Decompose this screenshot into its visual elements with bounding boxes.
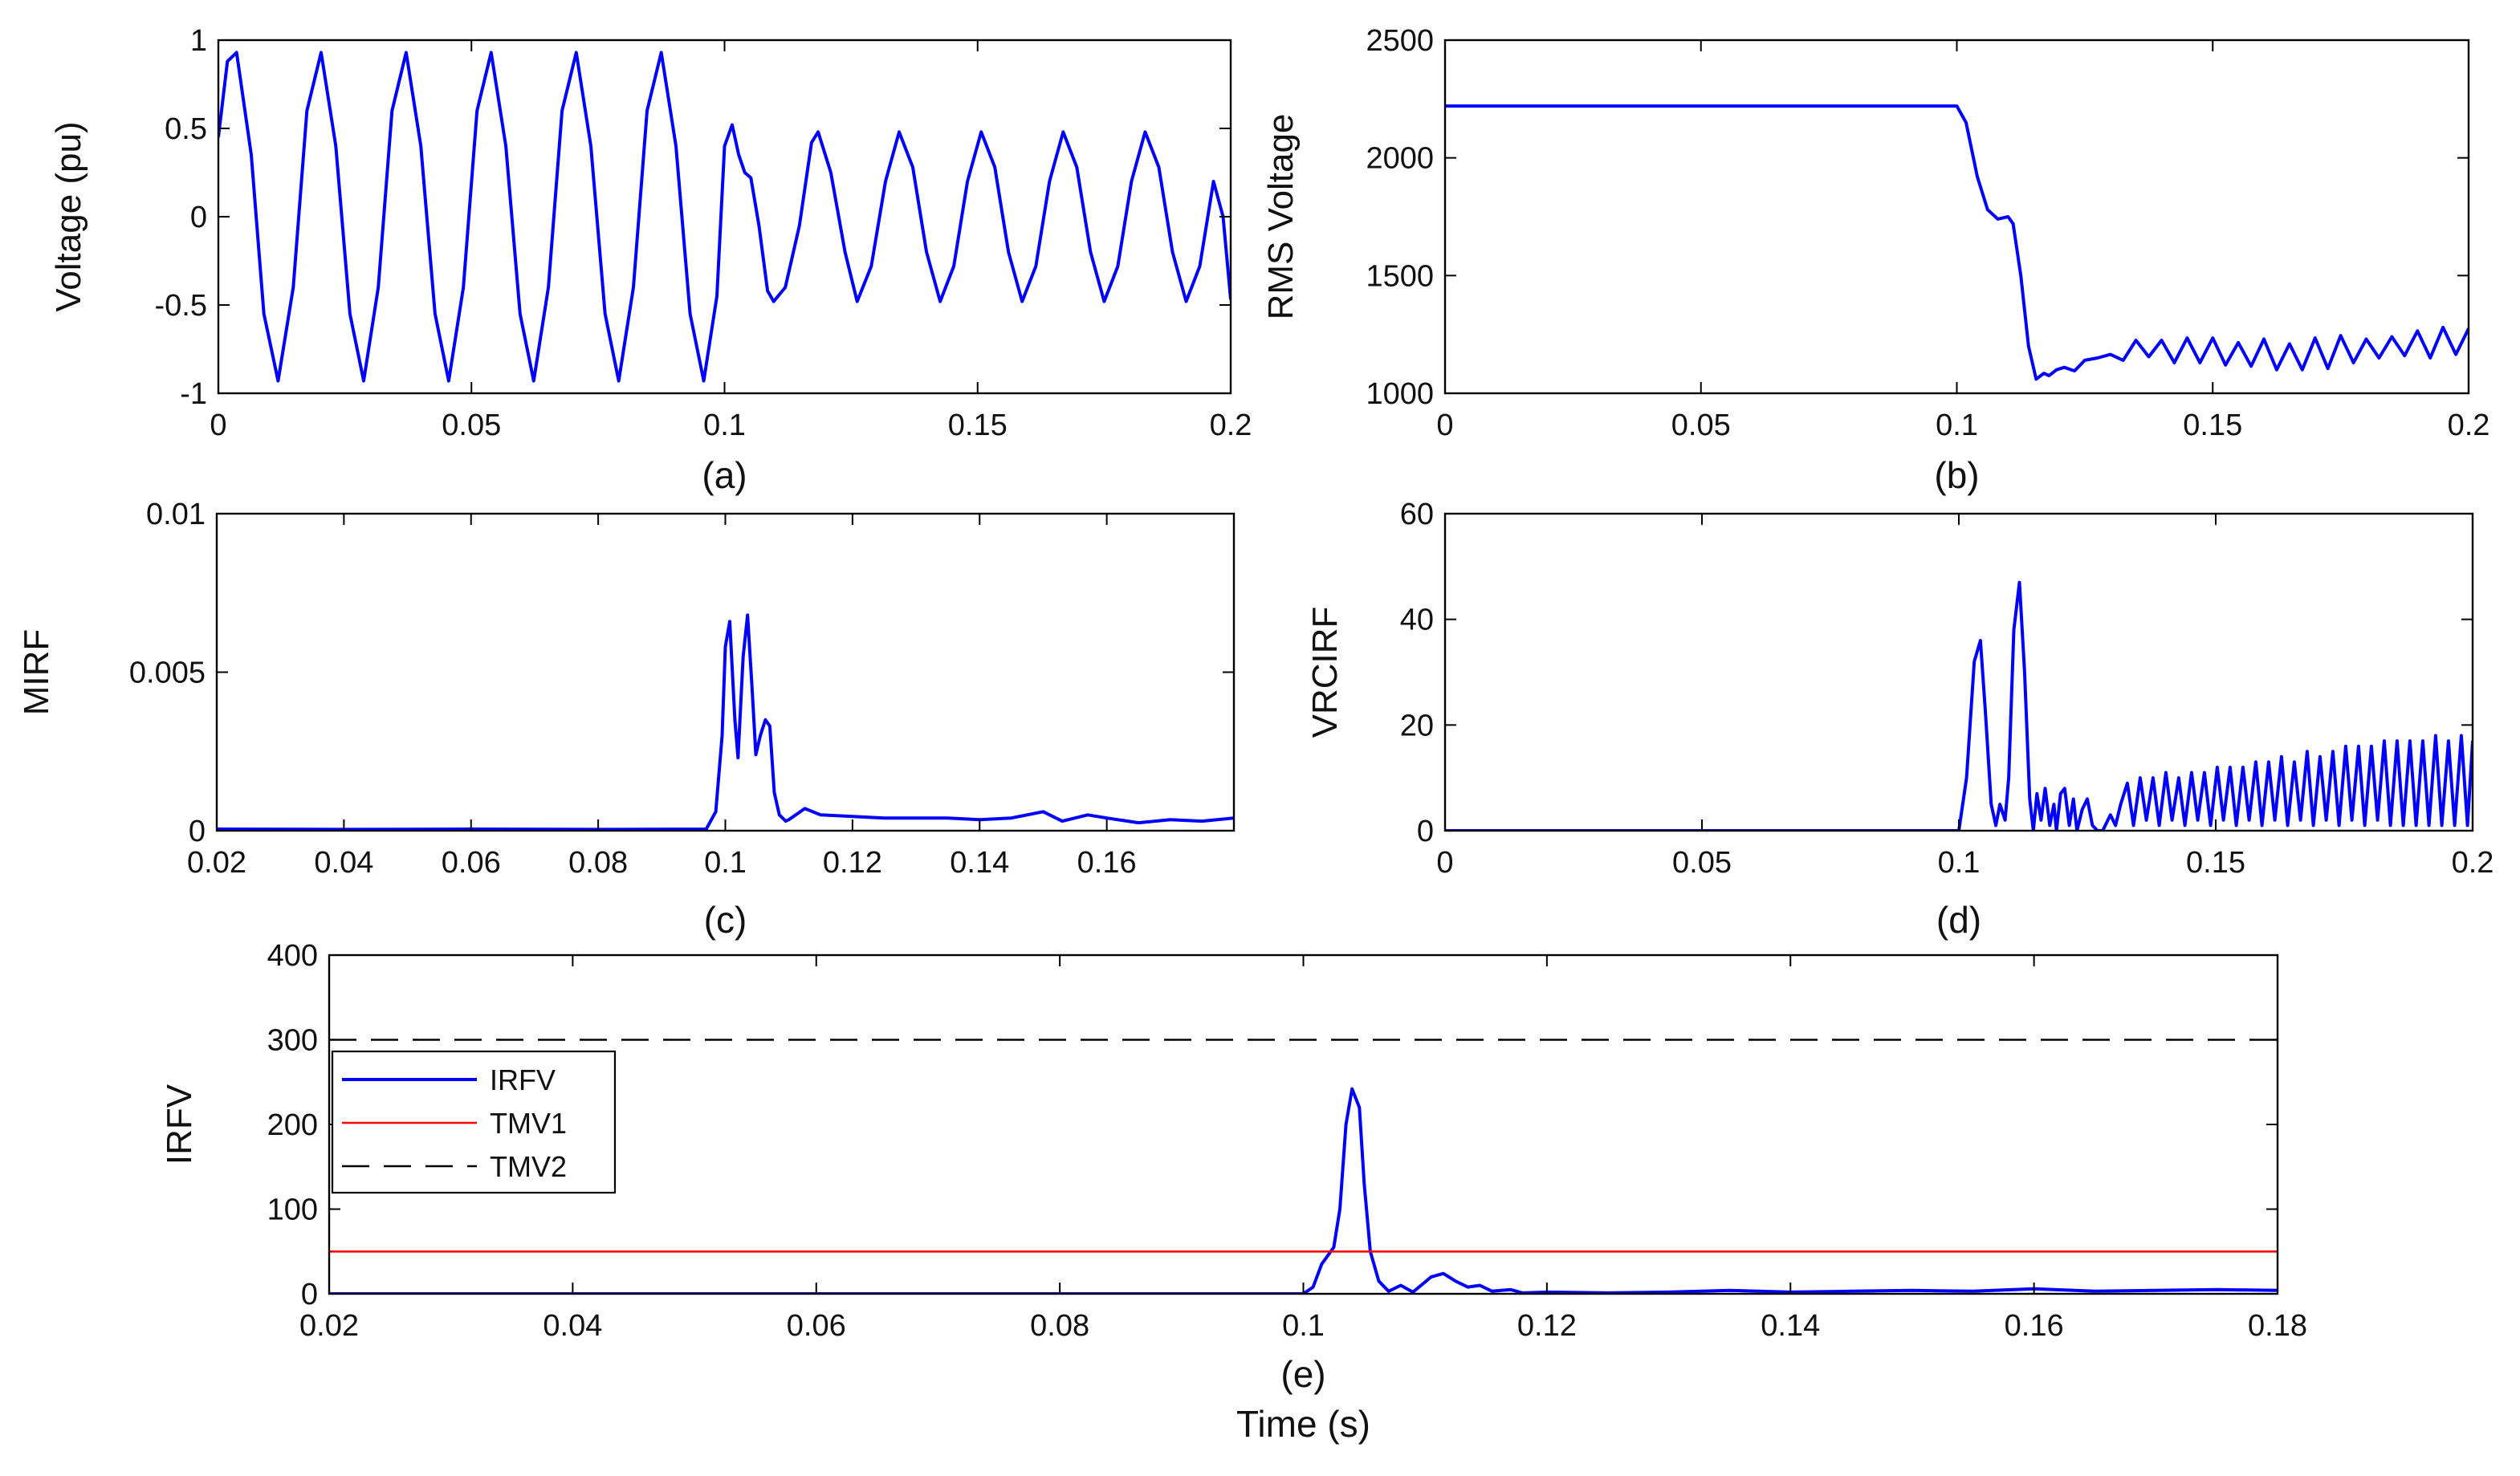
legend-label-irfv: IRFV [490,1063,556,1096]
y-axis-label: IRFV [160,1084,199,1165]
x-tick-label: 0.14 [1761,1309,1820,1343]
x-tick-label: 0.05 [442,409,501,442]
y-axis-label: RMS Voltage [1261,114,1301,320]
x-tick-label: 0.02 [187,846,246,880]
y-tick-label: 0 [190,201,207,234]
x-tick-label: 0.1 [1938,846,1981,880]
y-tick-label: 0 [301,1278,318,1311]
y-tick-label: 2000 [1366,142,1434,176]
x-tick-label: 0.06 [787,1309,846,1343]
x-tick-label: 0.04 [314,846,373,880]
series-a-voltage [218,51,1231,383]
y-tick-label: 0.01 [146,498,206,531]
series-b-rms-voltage [1445,104,2469,381]
x-tick-label: 0.12 [823,846,882,880]
chart-c: 0.02 0.04 0.06 0.08 0.1 0.12 0.14 0.16 0 0.005 0.0… [17,498,1236,941]
x-tick-label: 0.05 [1672,846,1732,880]
chart-caption: (e) [1280,1353,1325,1395]
chart-d: 0 0.05 0.1 0.15 0.2 0 20 40 60 VRCIRF (d) [1305,498,2494,941]
chart-caption: (c) [704,899,747,941]
y-tick-label: 400 [267,939,318,973]
x-tick-label: 0.08 [1030,1309,1089,1343]
y-tick-label: 0.005 [129,657,206,690]
y-tick-label: 60 [1400,498,1434,531]
x-tick-label: 0.1 [704,846,747,880]
x-tick-label: 0.05 [1671,409,1731,442]
x-tick-label: 0.16 [1077,846,1137,880]
chart-caption: (d) [1936,899,1981,941]
y-tick-label: 200 [267,1108,318,1142]
x-tick-label: 0.02 [299,1309,359,1343]
y-axis-label: MIRF [17,629,56,716]
y-tick-label: 1000 [1366,377,1434,411]
legend-label-tmv2: TMV2 [490,1150,567,1183]
series-d-vrcirf [1445,580,2473,831]
x-tick-label: 0.1 [703,409,746,442]
x-tick-label: 0 [1436,846,1453,880]
y-tick-label: 2500 [1366,24,1434,58]
x-axis-label: Time (s) [1236,1403,1370,1445]
x-tick-label: 0.16 [2005,1309,2064,1343]
y-tick-label: 1 [190,24,207,58]
axes-box-e [328,954,2279,1295]
x-tick-label: 0 [1436,409,1453,442]
x-tick-label: 0.1 [1282,1309,1325,1343]
x-tick-label: 0.2 [2452,846,2494,880]
x-tick-label: 0.08 [568,846,628,880]
y-tick-label: 40 [1400,604,1434,637]
x-tick-label: 0.14 [950,846,1009,880]
x-tick-label: 0.04 [543,1309,602,1343]
series-c-mirf [217,613,1234,831]
y-axis-label: Voltage (pu) [49,121,88,311]
y-tick-label: 100 [267,1193,318,1227]
series-e-irfv [329,1087,2278,1294]
y-tick-label: 1500 [1366,259,1434,293]
x-tick-label: 0.1 [1936,409,1978,442]
y-tick-label: 20 [1400,709,1434,742]
legend-label-tmv1: TMV1 [490,1107,567,1140]
chart-b: 0 0.05 0.1 0.15 0.2 1000 1500 2000 2500 RMS Volta… [1261,24,2489,496]
x-tick-label: 0.15 [948,409,1008,442]
chart-caption: (b) [1934,454,1979,496]
y-axis-label: VRCIRF [1305,607,1345,738]
x-tick-label: 0.06 [442,846,501,880]
x-tick-label: 0.12 [1517,1309,1577,1343]
chart-e: 0.02 0.04 0.06 0.08 0.1 0.12 0.14 0.16 0.18 0 100 2… [160,939,2307,1445]
y-tick-label: 300 [267,1024,318,1058]
x-tick-label: 0.15 [2186,846,2245,880]
y-tick-label: -0.5 [155,289,207,323]
x-tick-label: 0.2 [1210,409,1252,442]
legend: IRFV TMV1 TMV2 [331,1050,617,1194]
x-tick-label: 0.15 [2183,409,2242,442]
chart-caption: (a) [702,454,747,496]
chart-a: 0 0.05 0.1 0.15 0.2 -1 -0.5 0 0.5 1 Voltage (pu) (a… [49,24,1252,496]
y-tick-label: 0.5 [165,112,207,146]
y-tick-label: -1 [180,377,207,411]
x-tick-label: 0.18 [2248,1309,2307,1343]
y-tick-label: 0 [189,815,206,848]
y-tick-label: 0 [1417,815,1434,848]
x-tick-label: 0.2 [2448,409,2490,442]
x-tick-label: 0 [210,409,226,442]
